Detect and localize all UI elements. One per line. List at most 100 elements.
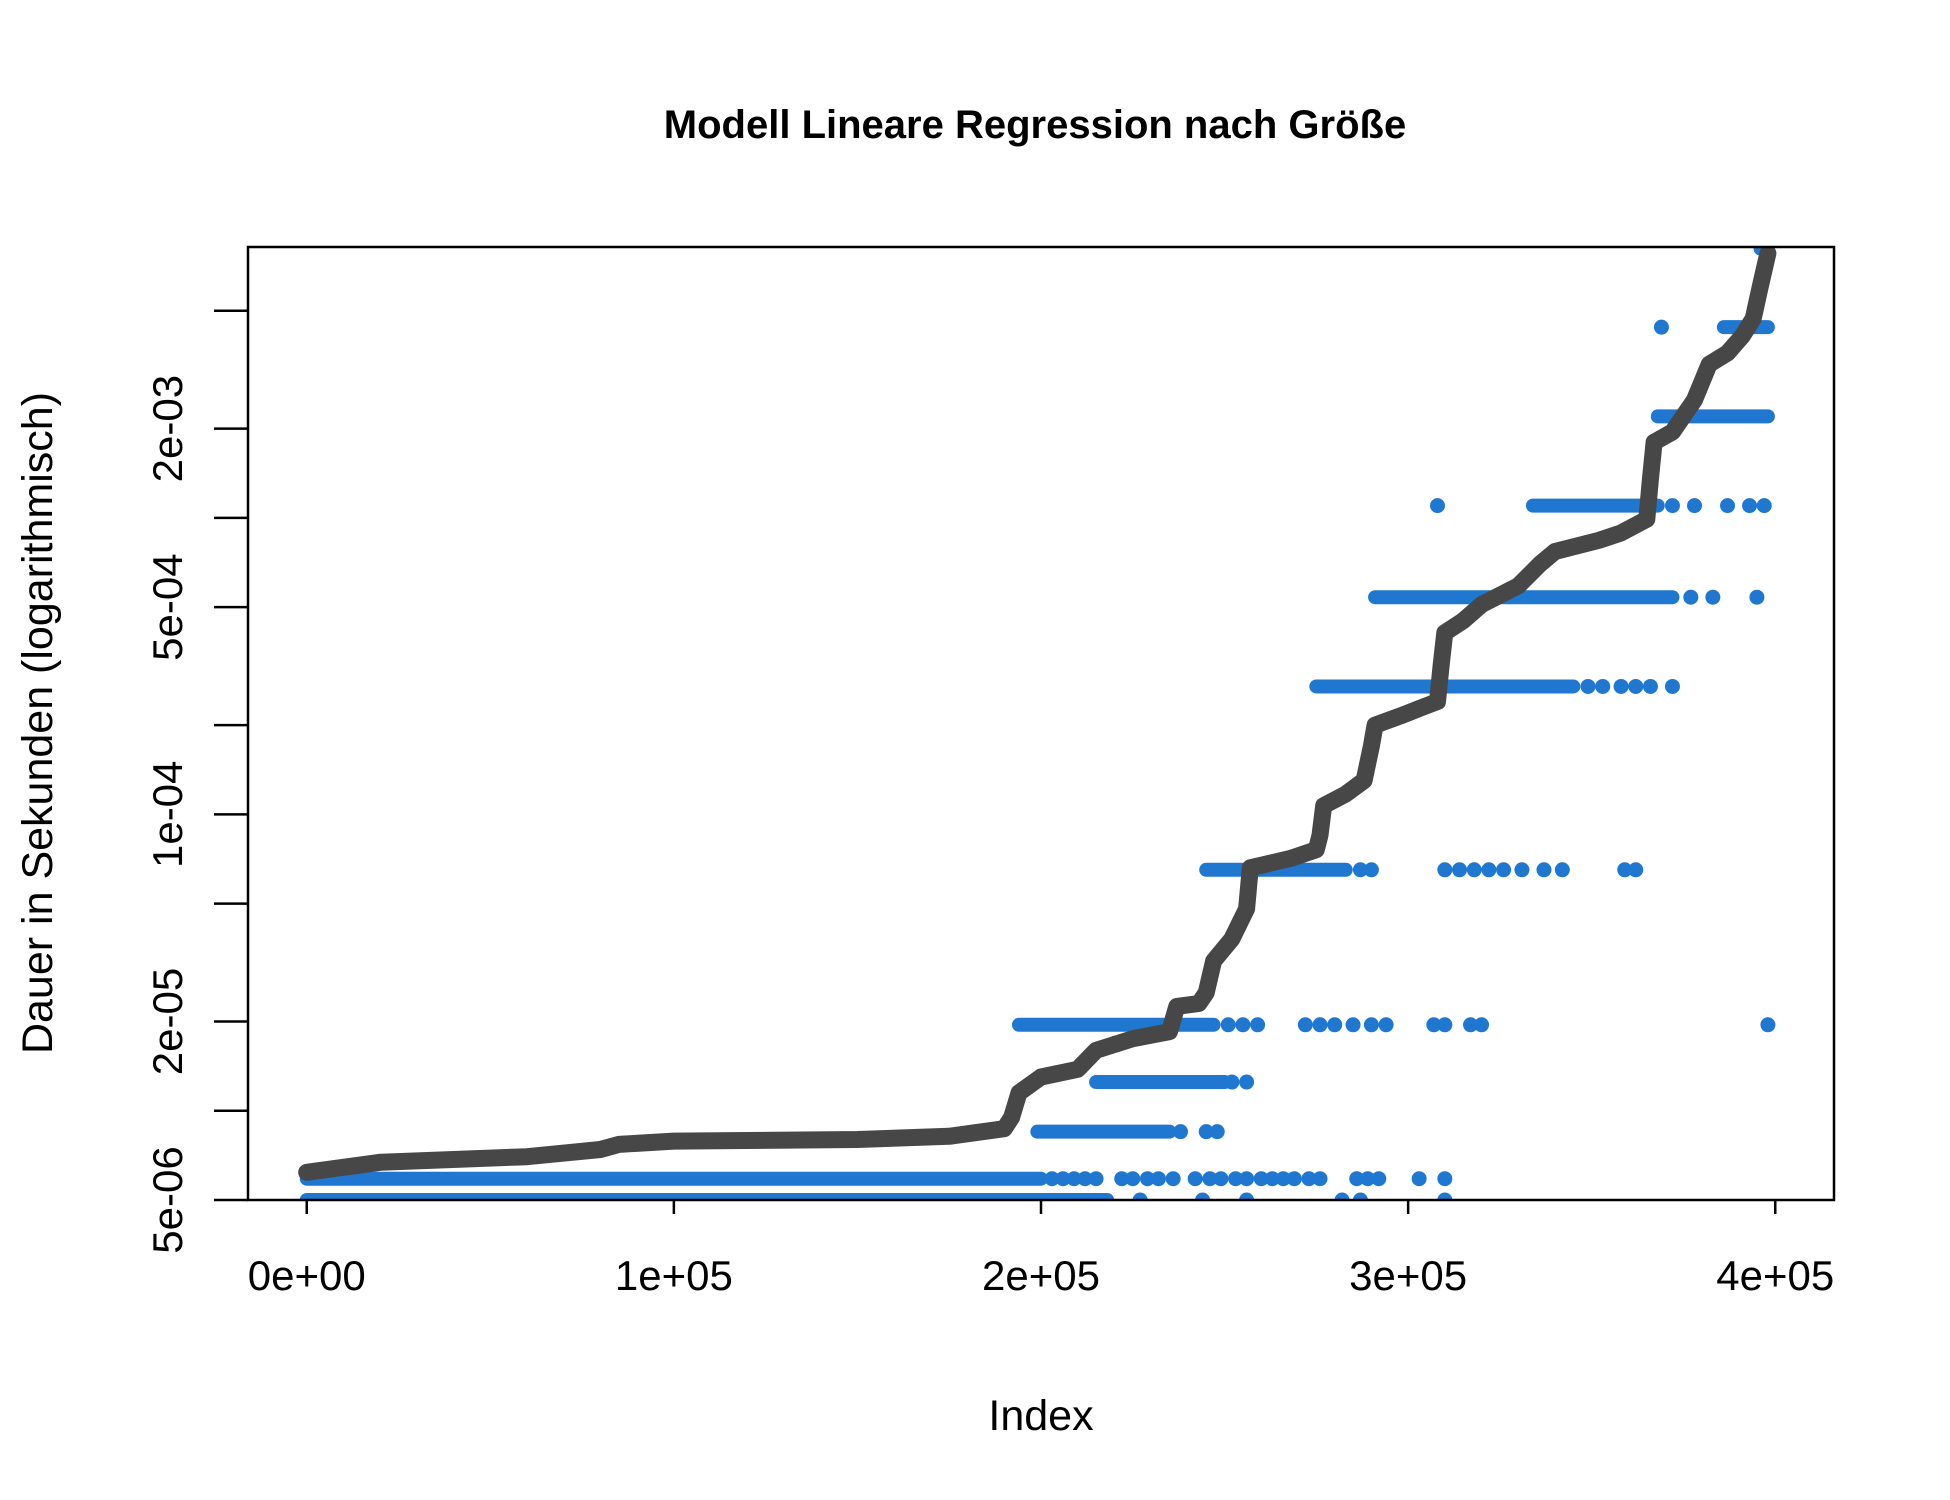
- observed-point: [1044, 1171, 1060, 1187]
- observed-point: [1749, 589, 1765, 605]
- observed-point: [1349, 1171, 1365, 1187]
- observed-point: [1125, 1171, 1141, 1187]
- observed-point: [1580, 678, 1596, 694]
- observed-point: [1363, 862, 1379, 878]
- observed-point: [1756, 498, 1772, 514]
- observed-point: [1352, 862, 1368, 878]
- observed-point: [1187, 1171, 1203, 1187]
- observed-point: [1437, 1017, 1453, 1033]
- observed-point: [1686, 498, 1702, 514]
- x-tick-label: 4e+05: [1716, 1252, 1834, 1299]
- x-axis: 0e+00 1e+05 2e+05 3e+05 4e+05: [248, 1200, 1834, 1299]
- observed-point: [1173, 1124, 1189, 1140]
- observed-point: [1327, 1017, 1343, 1033]
- observed-point: [1742, 498, 1758, 514]
- observed-point: [1452, 862, 1468, 878]
- observed-point: [1642, 678, 1658, 694]
- observed-point: [1514, 862, 1530, 878]
- observed-point: [1239, 1074, 1255, 1090]
- observed-point: [1264, 1171, 1280, 1187]
- observed-point: [1664, 678, 1680, 694]
- observed-point: [1139, 1171, 1155, 1187]
- observed-point: [1077, 1171, 1093, 1187]
- observed-point: [1437, 1171, 1453, 1187]
- observed-point: [1426, 1017, 1442, 1033]
- observed-point: [1165, 1171, 1181, 1187]
- fitted-line-series: [298, 247, 1777, 1181]
- observed-point: [1239, 1171, 1255, 1187]
- observed-point: [1628, 678, 1644, 694]
- observed-point: [1653, 319, 1669, 335]
- observed-point: [1286, 1171, 1302, 1187]
- observed-point: [1150, 1171, 1166, 1187]
- observed-point: [1411, 1171, 1427, 1187]
- x-tick-label: 3e+05: [1349, 1252, 1467, 1299]
- observed-point: [1055, 1171, 1071, 1187]
- observed-point: [1664, 498, 1680, 514]
- observed-point: [1481, 862, 1497, 878]
- observed-point: [1132, 1192, 1148, 1200]
- observed-point: [1209, 1124, 1225, 1140]
- observed-point: [1213, 1171, 1229, 1187]
- observed-point: [1114, 1171, 1130, 1187]
- observed-point: [1595, 678, 1611, 694]
- y-axis-label: Dauer in Sekunden (logarithmisch): [14, 392, 62, 1054]
- observed-point: [1253, 1171, 1269, 1187]
- observed-point: [1228, 1171, 1244, 1187]
- observed-point: [1224, 1074, 1240, 1090]
- observed-point: [1301, 1171, 1317, 1187]
- fitted-line: [298, 247, 1777, 1181]
- observed-point: [1613, 678, 1629, 694]
- observed-point: [1297, 1017, 1313, 1033]
- observed-point: [1628, 862, 1644, 878]
- observed-point: [1312, 1171, 1328, 1187]
- observed-point: [1250, 1017, 1266, 1033]
- observed-point: [1088, 1171, 1104, 1187]
- observed-point: [1195, 1192, 1211, 1200]
- observed-point: [1720, 498, 1736, 514]
- y-tick-label: 5e-04: [144, 553, 191, 660]
- observed-point: [1239, 1192, 1255, 1200]
- observed-point: [1363, 1017, 1379, 1033]
- observed-point: [1437, 862, 1453, 878]
- observed-point: [1463, 1017, 1479, 1033]
- observed-point: [1360, 1171, 1376, 1187]
- plot-area: [298, 247, 1777, 1200]
- observed-point: [1352, 1192, 1368, 1200]
- observed-point: [1437, 1192, 1453, 1200]
- y-tick-label: 1e-04: [144, 761, 191, 868]
- observed-point: [1202, 1171, 1218, 1187]
- observed-point: [1496, 862, 1512, 878]
- observed-point: [1345, 1017, 1361, 1033]
- observed-point: [1683, 589, 1699, 605]
- x-tick-label: 0e+00: [248, 1252, 366, 1299]
- observed-point: [1474, 1017, 1490, 1033]
- y-tick-label: 2e-05: [144, 968, 191, 1075]
- observed-point: [1371, 1171, 1387, 1187]
- y-tick-label: 5e-06: [144, 1146, 191, 1253]
- observed-point: [1378, 1017, 1394, 1033]
- plot-frame: [246, 245, 1836, 1202]
- observed-point: [1705, 589, 1721, 605]
- observed-point: [1554, 862, 1570, 878]
- observed-point: [1617, 862, 1633, 878]
- observed-point: [1312, 1017, 1328, 1033]
- chart-title: Modell Lineare Regression nach Größe: [664, 103, 1406, 147]
- x-tick-label: 2e+05: [982, 1252, 1100, 1299]
- observed-point: [1275, 1171, 1291, 1187]
- y-axis: 5e-06 2e-05 1e-04 5e-04 2e-03: [144, 309, 248, 1254]
- observed-point: [1334, 1192, 1350, 1200]
- x-tick-label: 1e+05: [615, 1252, 733, 1299]
- observed-point: [1066, 1171, 1082, 1187]
- observed-point: [1430, 498, 1445, 514]
- y-tick-label: 2e-03: [144, 375, 191, 482]
- observed-point: [1220, 1017, 1236, 1033]
- observed-point: [1536, 862, 1552, 878]
- observed-points-series: [299, 247, 1776, 1200]
- observed-point: [1198, 1124, 1214, 1140]
- x-axis-label: Index: [988, 1392, 1094, 1440]
- observed-point: [1760, 1017, 1776, 1033]
- observed-point: [1466, 862, 1482, 878]
- observed-point: [1235, 1017, 1251, 1033]
